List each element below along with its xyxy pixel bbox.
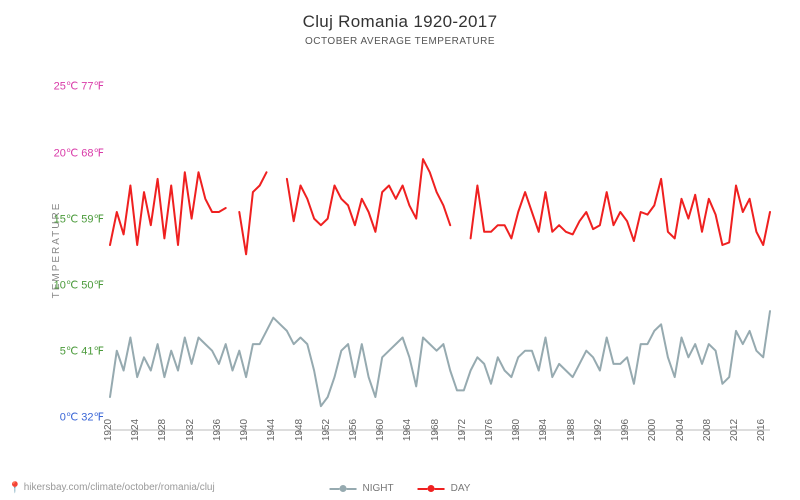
y-tick-label: 25℃ 77℉	[54, 80, 110, 93]
chart-subtitle: OCTOBER AVERAGE TEMPERATURE	[0, 32, 800, 47]
x-tick-label: 1988	[562, 419, 577, 441]
x-tick-label: 1924	[126, 419, 141, 441]
legend: NIGHT DAY	[330, 483, 471, 494]
x-tick-label: 2012	[725, 419, 740, 441]
series-day	[239, 172, 266, 254]
temperature-chart: Cluj Romania 1920-2017 OCTOBER AVERAGE T…	[0, 0, 800, 500]
series-night	[110, 311, 770, 406]
legend-item-night: NIGHT	[330, 483, 394, 494]
x-tick-label: 1980	[507, 419, 522, 441]
y-tick-label: 15℃ 59℉	[54, 212, 110, 225]
chart-title: Cluj Romania 1920-2017	[0, 0, 800, 32]
y-tick-label: 5℃ 41℉	[60, 344, 110, 357]
legend-item-day: DAY	[418, 483, 471, 494]
plot-svg	[110, 60, 770, 430]
x-tick-label: 2008	[698, 419, 713, 441]
x-tick-label: 2016	[752, 419, 767, 441]
x-tick-label: 1952	[317, 419, 332, 441]
x-tick-label: 1972	[453, 419, 468, 441]
y-tick-label: 10℃ 50℉	[54, 278, 110, 291]
x-tick-label: 1976	[480, 419, 495, 441]
x-tick-label: 1936	[208, 419, 223, 441]
series-day	[471, 179, 770, 245]
series-day	[110, 172, 226, 245]
legend-label: NIGHT	[363, 483, 394, 494]
x-tick-label: 1940	[235, 419, 250, 441]
pin-icon: 📍	[8, 481, 22, 494]
y-tick-label: 20℃ 68℉	[54, 146, 110, 159]
x-tick-label: 2000	[643, 419, 658, 441]
x-tick-label: 1968	[425, 419, 440, 441]
series-day	[287, 159, 450, 232]
source-attribution: 📍 hikersbay.com/climate/october/romania/…	[8, 481, 215, 494]
x-tick-label: 2004	[670, 419, 685, 441]
x-tick-label: 1984	[534, 419, 549, 441]
x-tick-label: 1944	[262, 419, 277, 441]
x-tick-label: 1948	[289, 419, 304, 441]
x-tick-label: 1932	[181, 419, 196, 441]
x-tick-label: 1960	[371, 419, 386, 441]
x-tick-label: 1964	[398, 419, 413, 441]
legend-marker	[330, 485, 357, 492]
x-tick-label: 1992	[589, 419, 604, 441]
plot-area: 0℃ 32℉5℃ 41℉10℃ 50℉15℃ 59℉20℃ 68℉25℃ 77℉…	[110, 60, 770, 430]
source-url: hikersbay.com/climate/october/romania/cl…	[24, 482, 215, 493]
legend-marker	[418, 485, 445, 492]
legend-label: DAY	[451, 483, 471, 494]
x-tick-label: 1928	[153, 419, 168, 441]
x-tick-label: 1996	[616, 419, 631, 441]
x-tick-label: 1956	[344, 419, 359, 441]
x-tick-label: 1920	[99, 419, 114, 441]
